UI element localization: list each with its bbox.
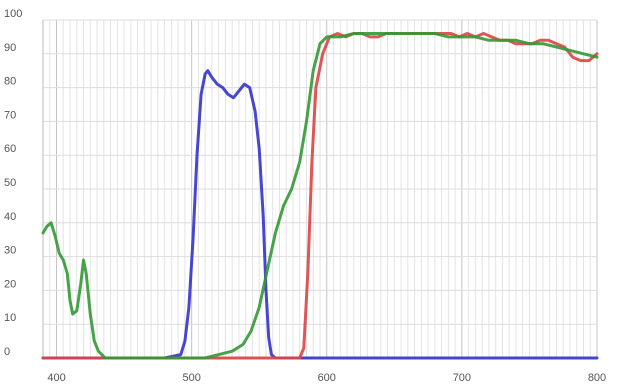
- y-tick-label: 0: [4, 346, 10, 358]
- y-tick-label: 40: [4, 211, 16, 223]
- y-tick-label: 70: [4, 109, 16, 121]
- x-tick-label: 500: [182, 372, 200, 384]
- y-tick-label: 100: [4, 8, 22, 20]
- y-tick-label: 20: [4, 278, 16, 290]
- x-tick-label: 800: [588, 372, 606, 384]
- tick-labels: 0 10 20 30 40 50 60 70 80 90 100 400 500 600 700 800: [4, 8, 606, 384]
- x-tick-label: 600: [318, 372, 336, 384]
- y-tick-label: 60: [4, 143, 16, 155]
- x-tick-label: 700: [453, 372, 471, 384]
- y-tick-label: 90: [4, 42, 16, 54]
- y-tick-label: 30: [4, 245, 16, 257]
- y-tick-label: 80: [4, 76, 16, 88]
- y-tick-label: 50: [4, 177, 16, 189]
- series-group: [41, 32, 599, 360]
- x-tick-label: 400: [47, 372, 65, 384]
- y-tick-label: 10: [4, 312, 16, 324]
- series-line-3: [41, 32, 599, 360]
